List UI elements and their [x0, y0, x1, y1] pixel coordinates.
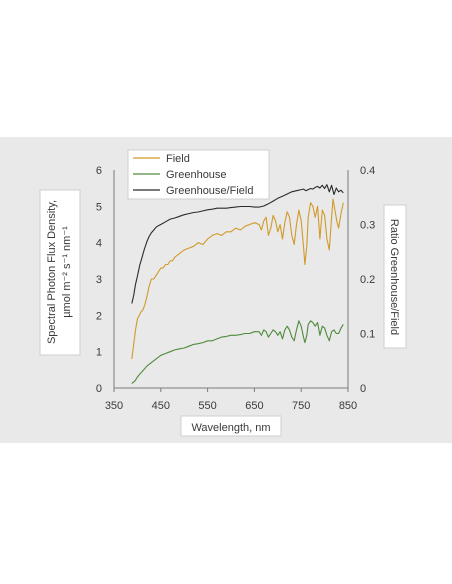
y-axis-label-line1: Spectral Photon Flux Density,: [46, 200, 58, 344]
legend-label-greenhouse: Greenhouse: [166, 169, 227, 181]
x-tick-label: 550: [198, 400, 216, 412]
x-label-box: [180, 415, 282, 437]
y2-tick-label: 0.2: [360, 274, 375, 286]
y-tick-label: 6: [96, 165, 102, 177]
legend-label-field: Field: [166, 153, 190, 165]
y-tick-label: 2: [96, 310, 102, 322]
y-tick-label: 3: [96, 274, 102, 286]
series-line-field: [131, 198, 344, 359]
x-tick-labels: 350 450 550 650 750 850: [105, 388, 357, 412]
y2-tick-label: 0.3: [360, 220, 375, 232]
y-tick-label: 4: [96, 238, 102, 250]
series-line-greenhouse: [131, 320, 344, 385]
y2-tick-labels: 0 0.1 0.2 0.3 0.4: [360, 165, 375, 395]
x-tick-label: 750: [292, 400, 310, 412]
x-tick-label: 850: [339, 400, 357, 412]
y-tick-labels: 0 1 2 3 4 5 6: [96, 165, 102, 395]
y-tick-label: 0: [96, 383, 102, 395]
y-tick-label: 1: [96, 347, 102, 359]
y-axis-label-line2: µmol m⁻² s⁻¹ nm⁻¹: [61, 226, 73, 318]
x-tick-label: 450: [152, 400, 170, 412]
x-tick-label: 650: [245, 400, 263, 412]
y2-tick-label: 0: [360, 383, 366, 395]
series-line-greenhouse-field: [131, 184, 344, 304]
y2-axis-label: Ratio Greenhouse/Field: [388, 219, 400, 335]
legend-label-ratio: Greenhouse/Field: [166, 185, 253, 197]
y2-label-box: [383, 204, 407, 349]
series-lines: [131, 184, 344, 385]
y2-tick-label: 0.1: [360, 329, 375, 341]
x-tick-label: 350: [105, 400, 123, 412]
y2-tick-label: 0.4: [360, 165, 375, 177]
y-tick-label: 5: [96, 201, 102, 213]
y-label-box: [39, 189, 81, 356]
x-axis-label: Wavelength, nm: [191, 422, 270, 434]
